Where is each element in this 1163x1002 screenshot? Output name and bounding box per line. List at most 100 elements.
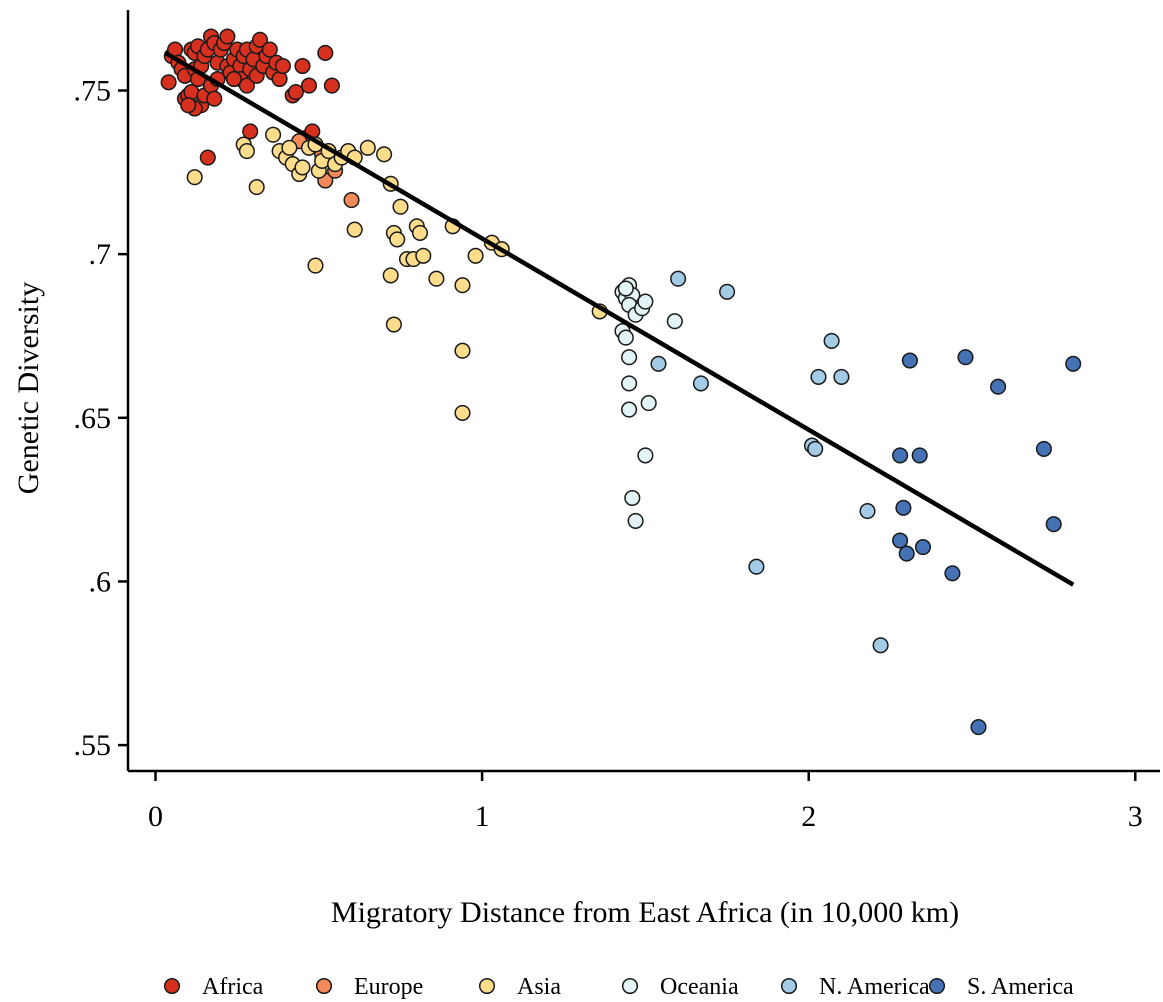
data-point-s-america: [892, 447, 909, 464]
fit-line-group: [164, 50, 1075, 587]
legend-marker-asia: [478, 977, 496, 995]
legend-label-asia: Asia: [517, 974, 561, 1000]
data-point-s-america: [957, 349, 974, 366]
x-ticks: 0 1 2 3: [148, 771, 1143, 833]
y-axis-title: Genetic Diversity: [12, 282, 45, 494]
data-point-s-america: [892, 532, 909, 549]
data-point-africa: [180, 97, 197, 114]
data-point-asia: [392, 198, 409, 215]
x-axis-title: Migratory Distance from East Africa (in …: [331, 896, 959, 929]
data-point-africa: [160, 74, 177, 91]
data-point-s-america: [911, 447, 928, 464]
data-point-asia: [389, 231, 406, 248]
data-point-asia: [454, 277, 471, 294]
data-point-oceania: [621, 349, 638, 366]
data-point-asia: [385, 316, 402, 333]
data-point-n-america: [748, 558, 765, 575]
data-point-africa: [274, 57, 291, 75]
data-point-n-america: [833, 368, 850, 385]
legend-marker-oceania: [621, 977, 639, 995]
legend-marker-s-america: [928, 977, 946, 995]
data-point-africa: [300, 77, 318, 94]
data-points: [160, 28, 1082, 736]
data-point-europe: [343, 192, 360, 209]
data-point-n-america: [810, 368, 827, 385]
data-point-asia: [294, 159, 311, 176]
legend-label-africa: Africa: [202, 974, 264, 1000]
x-tick-label: 0: [148, 800, 163, 833]
y-tick-label: .65: [74, 402, 112, 435]
data-point-africa: [271, 70, 288, 88]
data-point-africa: [225, 70, 242, 88]
data-point-oceania: [640, 395, 657, 412]
data-point-n-america: [650, 355, 667, 372]
data-point-africa: [199, 149, 216, 166]
data-point-n-america: [872, 637, 889, 654]
data-point-asia: [454, 404, 471, 421]
data-point-africa: [294, 57, 311, 75]
data-point-s-america: [970, 719, 987, 736]
data-point-oceania: [621, 375, 638, 392]
data-point-africa: [323, 77, 340, 94]
data-point-africa: [317, 44, 334, 61]
data-point-s-america: [901, 352, 918, 369]
y-tick-label: .6: [89, 565, 112, 598]
data-point-oceania: [617, 329, 634, 346]
data-point-s-america: [1065, 355, 1082, 372]
data-point-n-america: [719, 283, 736, 300]
data-point-s-america: [1035, 440, 1052, 457]
data-point-oceania: [621, 401, 638, 418]
data-point-asia: [359, 139, 376, 156]
x-tick-label: 2: [801, 800, 816, 833]
data-point-asia: [281, 139, 298, 156]
data-point-asia: [467, 247, 484, 264]
data-point-africa: [242, 123, 259, 140]
data-point-n-america: [807, 440, 824, 457]
x-tick-label: 1: [475, 800, 490, 833]
data-point-s-america: [1045, 516, 1062, 533]
data-point-n-america: [692, 375, 709, 392]
data-point-asia: [376, 146, 393, 163]
data-point-africa: [219, 28, 236, 45]
data-point-asia: [428, 270, 445, 287]
legend-label-europe: Europe: [354, 974, 423, 1000]
data-point-asia: [248, 179, 265, 196]
data-point-africa: [238, 77, 255, 94]
data-point-africa: [261, 41, 278, 58]
data-point-asia: [454, 342, 471, 359]
data-point-asia: [307, 257, 324, 274]
data-point-asia: [186, 169, 203, 186]
data-point-n-america: [823, 332, 840, 349]
x-tick-label: 3: [1128, 800, 1143, 833]
data-point-africa: [206, 90, 223, 107]
data-point-asia: [265, 126, 282, 143]
data-point-asia: [346, 221, 363, 238]
fit-line: [164, 50, 1075, 587]
data-point-oceania: [637, 447, 654, 464]
legend-marker-africa: [163, 977, 181, 995]
data-point-asia: [238, 143, 255, 160]
data-point-africa: [251, 31, 269, 48]
legend-label-n-america: N. America: [819, 974, 930, 1000]
data-point-s-america: [914, 539, 932, 556]
data-point-n-america: [859, 503, 876, 520]
data-point-s-america: [944, 565, 961, 582]
data-point-africa: [183, 84, 200, 101]
y-ticks: .55 .6 .65 .7 .75: [74, 75, 128, 762]
y-tick-label: .75: [74, 75, 112, 108]
data-point-asia: [382, 267, 399, 284]
data-point-s-america: [898, 545, 915, 562]
legend-marker-europe: [315, 977, 333, 995]
data-point-oceania: [666, 313, 683, 330]
axes: [126, 10, 1160, 773]
y-tick-label: .7: [89, 238, 112, 271]
legend-label-s-america: S. America: [967, 974, 1074, 1000]
data-point-oceania: [617, 280, 634, 297]
legend: Africa Europe Asia Oceania N. America S. Amer…: [163, 974, 1074, 1000]
legend-marker-n-america: [780, 977, 798, 995]
legend-label-oceania: Oceania: [660, 974, 739, 1000]
data-point-oceania: [624, 489, 641, 507]
data-point-africa: [287, 84, 304, 101]
data-point-s-america: [895, 499, 912, 516]
